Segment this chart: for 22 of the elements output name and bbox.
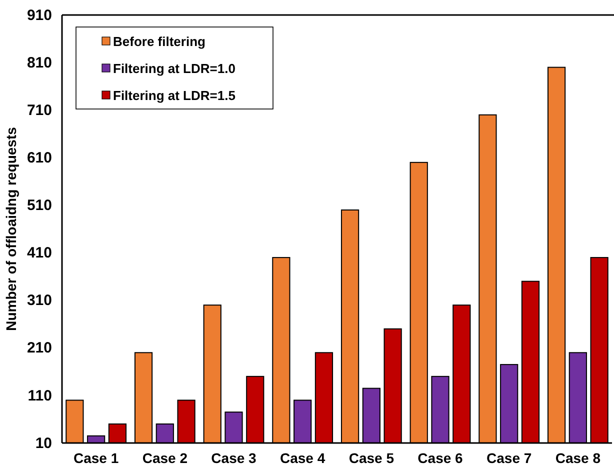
legend-label: Filtering at LDR=1.5 [113,88,236,103]
y-tick-label: 510 [26,197,52,214]
legend-label: Before filtering [113,34,206,49]
y-tick-label: 110 [28,387,52,404]
x-tick-label: Case 2 [142,450,188,466]
y-tick-label: 410 [26,244,52,262]
y-tick-label: 210 [26,340,52,357]
y-axis-title: Number of offloaidng requests [3,126,19,331]
x-tick-label: Case 1 [73,450,119,466]
legend-label: Filtering at LDR=1.0 [113,61,236,76]
x-tick-label: Case 4 [280,450,326,466]
y-tick-label: 710 [26,102,52,119]
y-tick-label: 610 [26,149,52,166]
x-tick-label: Case 7 [486,450,532,466]
y-tick-label: 910 [26,6,52,24]
y-tick-label: 10 [35,434,52,452]
x-tick-label: Case 3 [211,450,257,466]
x-tick-label: Case 8 [555,450,601,466]
x-tick-label: Case 5 [348,450,394,466]
x-tick-label: Case 6 [418,450,464,466]
y-tick-label: 810 [26,54,52,72]
y-tick-label: 310 [26,292,52,310]
